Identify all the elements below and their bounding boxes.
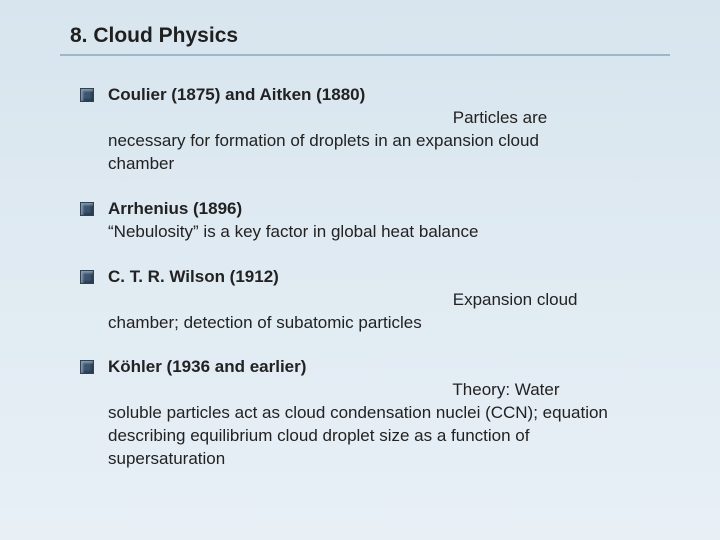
item-text: Coulier (1875) and Aitken (1880) Particl…: [108, 84, 608, 176]
item-body: Theory: Water soluble particles act as c…: [108, 380, 608, 468]
list-item: Coulier (1875) and Aitken (1880) Particl…: [80, 84, 660, 176]
list-item: C. T. R. Wilson (1912) Expansion cloud c…: [80, 266, 660, 335]
bullet-icon: [80, 270, 94, 284]
item-lead: Köhler (1936 and earlier): [108, 357, 306, 376]
item-text: Arrhenius (1896) “Nebulosity” is a key f…: [108, 198, 608, 244]
item-lead: Coulier (1875) and Aitken (1880): [108, 85, 365, 104]
slide: 8. Cloud Physics Coulier (1875) and Aitk…: [0, 0, 720, 540]
list-item: Köhler (1936 and earlier) Theory: Water …: [80, 356, 660, 471]
item-text: Köhler (1936 and earlier) Theory: Water …: [108, 356, 608, 471]
item-lead: Arrhenius (1896): [108, 199, 242, 218]
bullet-icon: [80, 88, 94, 102]
item-body: Particles are necessary for formation of…: [108, 108, 547, 173]
bullet-icon: [80, 202, 94, 216]
slide-title: 8. Cloud Physics: [70, 24, 660, 48]
title-underline: [60, 54, 670, 56]
bullet-icon: [80, 360, 94, 374]
item-body: Expansion cloud chamber; detection of su…: [108, 290, 578, 332]
item-lead: C. T. R. Wilson (1912): [108, 267, 279, 286]
item-body: “Nebulosity” is a key factor in global h…: [108, 222, 478, 241]
list-item: Arrhenius (1896) “Nebulosity” is a key f…: [80, 198, 660, 244]
item-text: C. T. R. Wilson (1912) Expansion cloud c…: [108, 266, 608, 335]
